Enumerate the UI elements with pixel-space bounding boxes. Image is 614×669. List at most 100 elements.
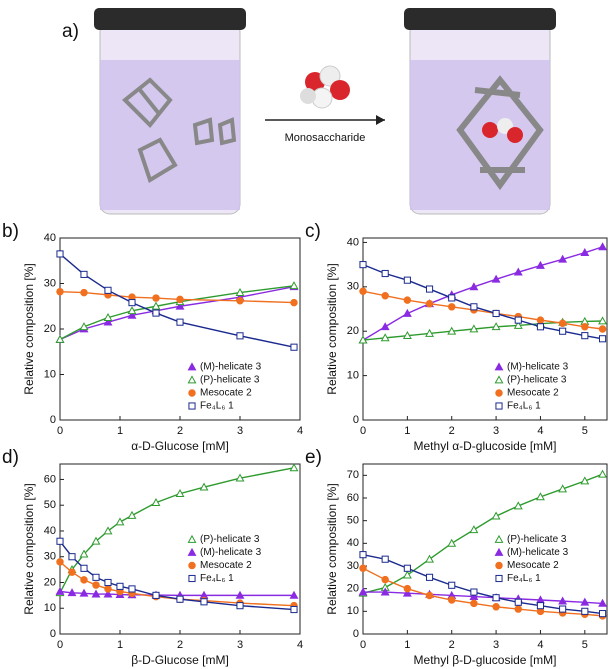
- marker: [514, 605, 523, 613]
- legend-label: Mesocate 2: [507, 388, 559, 399]
- legend-marker: [494, 362, 504, 371]
- panel-label: e): [305, 447, 322, 468]
- marker: [68, 568, 76, 576]
- marker: [103, 317, 113, 326]
- y-tick-label: 20: [347, 583, 359, 595]
- y-tick-label: 50: [44, 499, 56, 511]
- fit-line: [362, 246, 603, 341]
- marker: [289, 590, 299, 599]
- y-tick-label: 20: [44, 576, 56, 588]
- y-tick-label: 10: [347, 370, 359, 382]
- marker: [79, 549, 89, 558]
- x-tick-label: 2: [177, 425, 183, 437]
- marker: [103, 589, 113, 598]
- marker: [67, 588, 77, 597]
- marker: [151, 498, 161, 507]
- x-tick-label: 5: [582, 425, 588, 437]
- marker: [492, 603, 500, 611]
- legend-marker: [188, 389, 196, 397]
- legend-marker: [494, 375, 504, 384]
- legend-label: (M)-helicate 3: [507, 547, 569, 558]
- marker: [56, 558, 64, 566]
- legend-marker: [188, 561, 196, 570]
- x-tick-label: 4: [537, 639, 543, 651]
- marker: [470, 599, 478, 608]
- marker: [581, 332, 589, 340]
- marker: [358, 587, 368, 596]
- marker: [92, 573, 100, 581]
- x-tick-label: 4: [537, 425, 543, 437]
- marker: [56, 537, 64, 545]
- legend-marker: [188, 402, 196, 410]
- marker: [598, 325, 607, 333]
- plot-frame: [59, 237, 301, 421]
- marker: [290, 298, 298, 307]
- y-tick-label: 30: [44, 551, 56, 563]
- marker: [152, 294, 160, 302]
- x-axis-label: β-D-Glucose [mM]: [131, 653, 229, 667]
- marker: [470, 588, 478, 596]
- y-tick-label: 20: [44, 323, 56, 335]
- marker: [176, 318, 184, 326]
- marker: [104, 585, 112, 593]
- fit-line: [59, 285, 295, 341]
- marker: [536, 492, 545, 501]
- marker: [56, 287, 64, 296]
- marker: [558, 319, 567, 327]
- y-tick-label: 10: [347, 605, 359, 617]
- legend-label: (P)-helicate 3: [200, 375, 260, 386]
- marker: [469, 324, 479, 333]
- marker: [236, 602, 244, 610]
- marker: [598, 316, 608, 325]
- molecules: [122, 77, 237, 183]
- solution: [100, 60, 240, 210]
- marker: [425, 285, 434, 293]
- marker: [80, 576, 88, 584]
- marker: [514, 598, 522, 606]
- fit-line: [362, 320, 603, 341]
- legend-marker: [494, 547, 504, 556]
- x-tick-label: 4: [297, 425, 303, 437]
- marker: [55, 334, 65, 343]
- legend-label: Fe₄L₆ 1: [200, 573, 234, 584]
- marker: [127, 310, 137, 319]
- y-tick-label: 60: [347, 492, 359, 504]
- x-tick-label: 1: [404, 639, 410, 651]
- marker: [514, 316, 522, 324]
- marker: [598, 242, 608, 251]
- legend-marker: [188, 574, 196, 583]
- arrow-label: Monosaccharide: [285, 132, 366, 144]
- fit-line: [362, 290, 603, 330]
- marker: [80, 288, 88, 297]
- legend-marker: [187, 362, 197, 371]
- fit-line: [59, 253, 295, 348]
- arrow-head: [376, 115, 385, 125]
- legend-label: Fe₄L₆ 1: [507, 573, 541, 584]
- marker: [128, 299, 136, 307]
- guest: [482, 118, 523, 143]
- panel-label: a): [62, 21, 79, 42]
- legend-marker: [187, 375, 197, 384]
- marker: [402, 308, 412, 317]
- x-axis-label: α-D-Glucose [mM]: [131, 439, 229, 453]
- marker: [513, 320, 523, 329]
- legend-label: (P)-helicate 3: [507, 534, 567, 545]
- marker: [598, 598, 608, 607]
- marker: [581, 323, 589, 331]
- marker: [513, 267, 523, 276]
- marker: [559, 605, 567, 613]
- marker: [289, 281, 299, 290]
- marker: [80, 564, 88, 572]
- marker: [79, 588, 89, 597]
- marker: [403, 564, 411, 572]
- y-axis-label: Relative composition [%]: [325, 483, 339, 614]
- x-tick-label: 1: [117, 425, 123, 437]
- fit-line: [362, 567, 603, 617]
- marker: [447, 538, 457, 547]
- y-tick-label: 10: [44, 602, 56, 614]
- marker: [536, 316, 545, 324]
- y-tick-label: 40: [347, 236, 359, 248]
- marker: [381, 269, 389, 278]
- y-tick-label: 0: [50, 414, 56, 426]
- marker: [91, 536, 101, 545]
